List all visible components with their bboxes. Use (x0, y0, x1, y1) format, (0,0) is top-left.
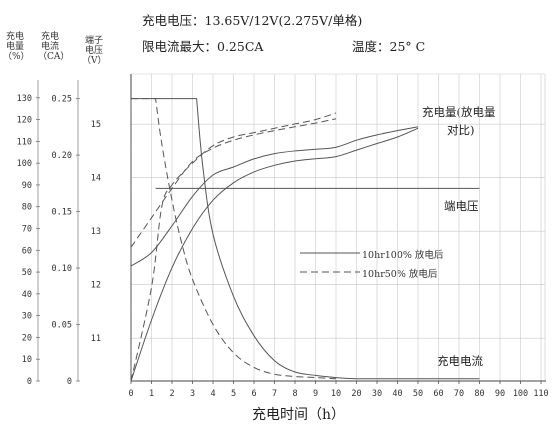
voltage-tick-label: 13 (91, 227, 101, 237)
x-tick-label: 0 (128, 389, 133, 399)
x-tick-label: 2 (169, 389, 174, 399)
series-charge-solid (130, 127, 419, 382)
x-tick-label: 80 (474, 389, 484, 399)
legend-label-dashed: 10hr50% 放电后 (362, 269, 438, 280)
x-tick-label: 30 (372, 389, 382, 399)
charge-tick-label: 120 (17, 116, 32, 126)
current-tick-label: 0 (67, 377, 72, 387)
x-axis-label: 充电时间（h） (252, 407, 346, 423)
series-voltage-dashed (130, 118, 337, 248)
x-tick-label: 8 (292, 389, 297, 399)
x-tick-label: 20 (351, 389, 361, 399)
x-tick-label: 90 (495, 389, 505, 399)
series-voltage-solid (130, 126, 419, 267)
current-tick-label: 0.05 (52, 321, 72, 331)
charge-tick-label: 10 (22, 355, 32, 365)
current-tick-label: 0.15 (52, 208, 72, 218)
axis-header-voltage: 端子 电压 （V） (82, 36, 107, 66)
charge-tick-label: 110 (17, 137, 32, 147)
x-tick-label: 50 (413, 389, 423, 399)
current-tick-label: 0.25 (52, 95, 72, 105)
current-tick-label: 0.20 (52, 151, 72, 161)
axis-header-current: 充电 电流 （CA） (38, 32, 70, 62)
x-tick-label: 70 (454, 389, 464, 399)
voltage-tick-label: 12 (91, 281, 101, 291)
charge-tick-label: 90 (22, 181, 32, 191)
x-tick-label: 100 (513, 389, 528, 399)
charge-tick-label: 30 (22, 312, 32, 322)
current-limit-label: 限电流最大：0.25CA (142, 39, 264, 54)
charge-tick-label: 80 (22, 203, 32, 213)
charge-tick-label: 70 (22, 225, 32, 235)
x-tick-label: 6 (251, 389, 256, 399)
series-charge-dashed (130, 112, 337, 382)
x-tick-label: 5 (231, 389, 236, 399)
legend-label-solid: 10hr100% 放电后 (362, 250, 444, 261)
voltage-tick-label: 15 (91, 120, 101, 130)
x-tick-label: 9 (313, 389, 318, 399)
series-current-dashed (131, 98, 337, 380)
x-tick-label: 40 (392, 389, 402, 399)
x-tick-label: 110 (533, 389, 548, 399)
x-tick-label: 4 (210, 389, 215, 399)
current-tick-label: 0.10 (52, 264, 72, 274)
charge-tick-label: 100 (17, 159, 32, 169)
charge-tick-label: 130 (17, 94, 32, 104)
x-tick-label: 7 (272, 389, 277, 399)
annotation-charge-capacity-2: 对比) (447, 123, 475, 137)
x-tick-label: 3 (190, 389, 195, 399)
charge-tick-label: 50 (22, 268, 32, 278)
annotation-terminal-voltage: 端电压 (444, 199, 479, 213)
charge-tick-label: 60 (22, 246, 32, 256)
annotation-charge-current: 充电电流 (437, 354, 483, 368)
voltage-tick-label: 14 (91, 174, 101, 184)
x-tick-label: 1 (149, 389, 154, 399)
x-tick-label: 10 (331, 389, 341, 399)
temperature-label: 温度：25° C (352, 39, 426, 54)
charge-tick-label: 0 (27, 377, 32, 387)
voltage-tick-label: 11 (91, 334, 101, 344)
series-current-solid (131, 98, 480, 380)
charge-tick-label: 40 (22, 290, 32, 300)
x-tick-label: 60 (433, 389, 443, 399)
chart-title: 充电电压：13.65V/12V(2.275V/单格) (142, 13, 363, 28)
axis-header-charge: 充电 电量 （%） (3, 32, 30, 62)
charge-tick-label: 20 (22, 333, 32, 343)
